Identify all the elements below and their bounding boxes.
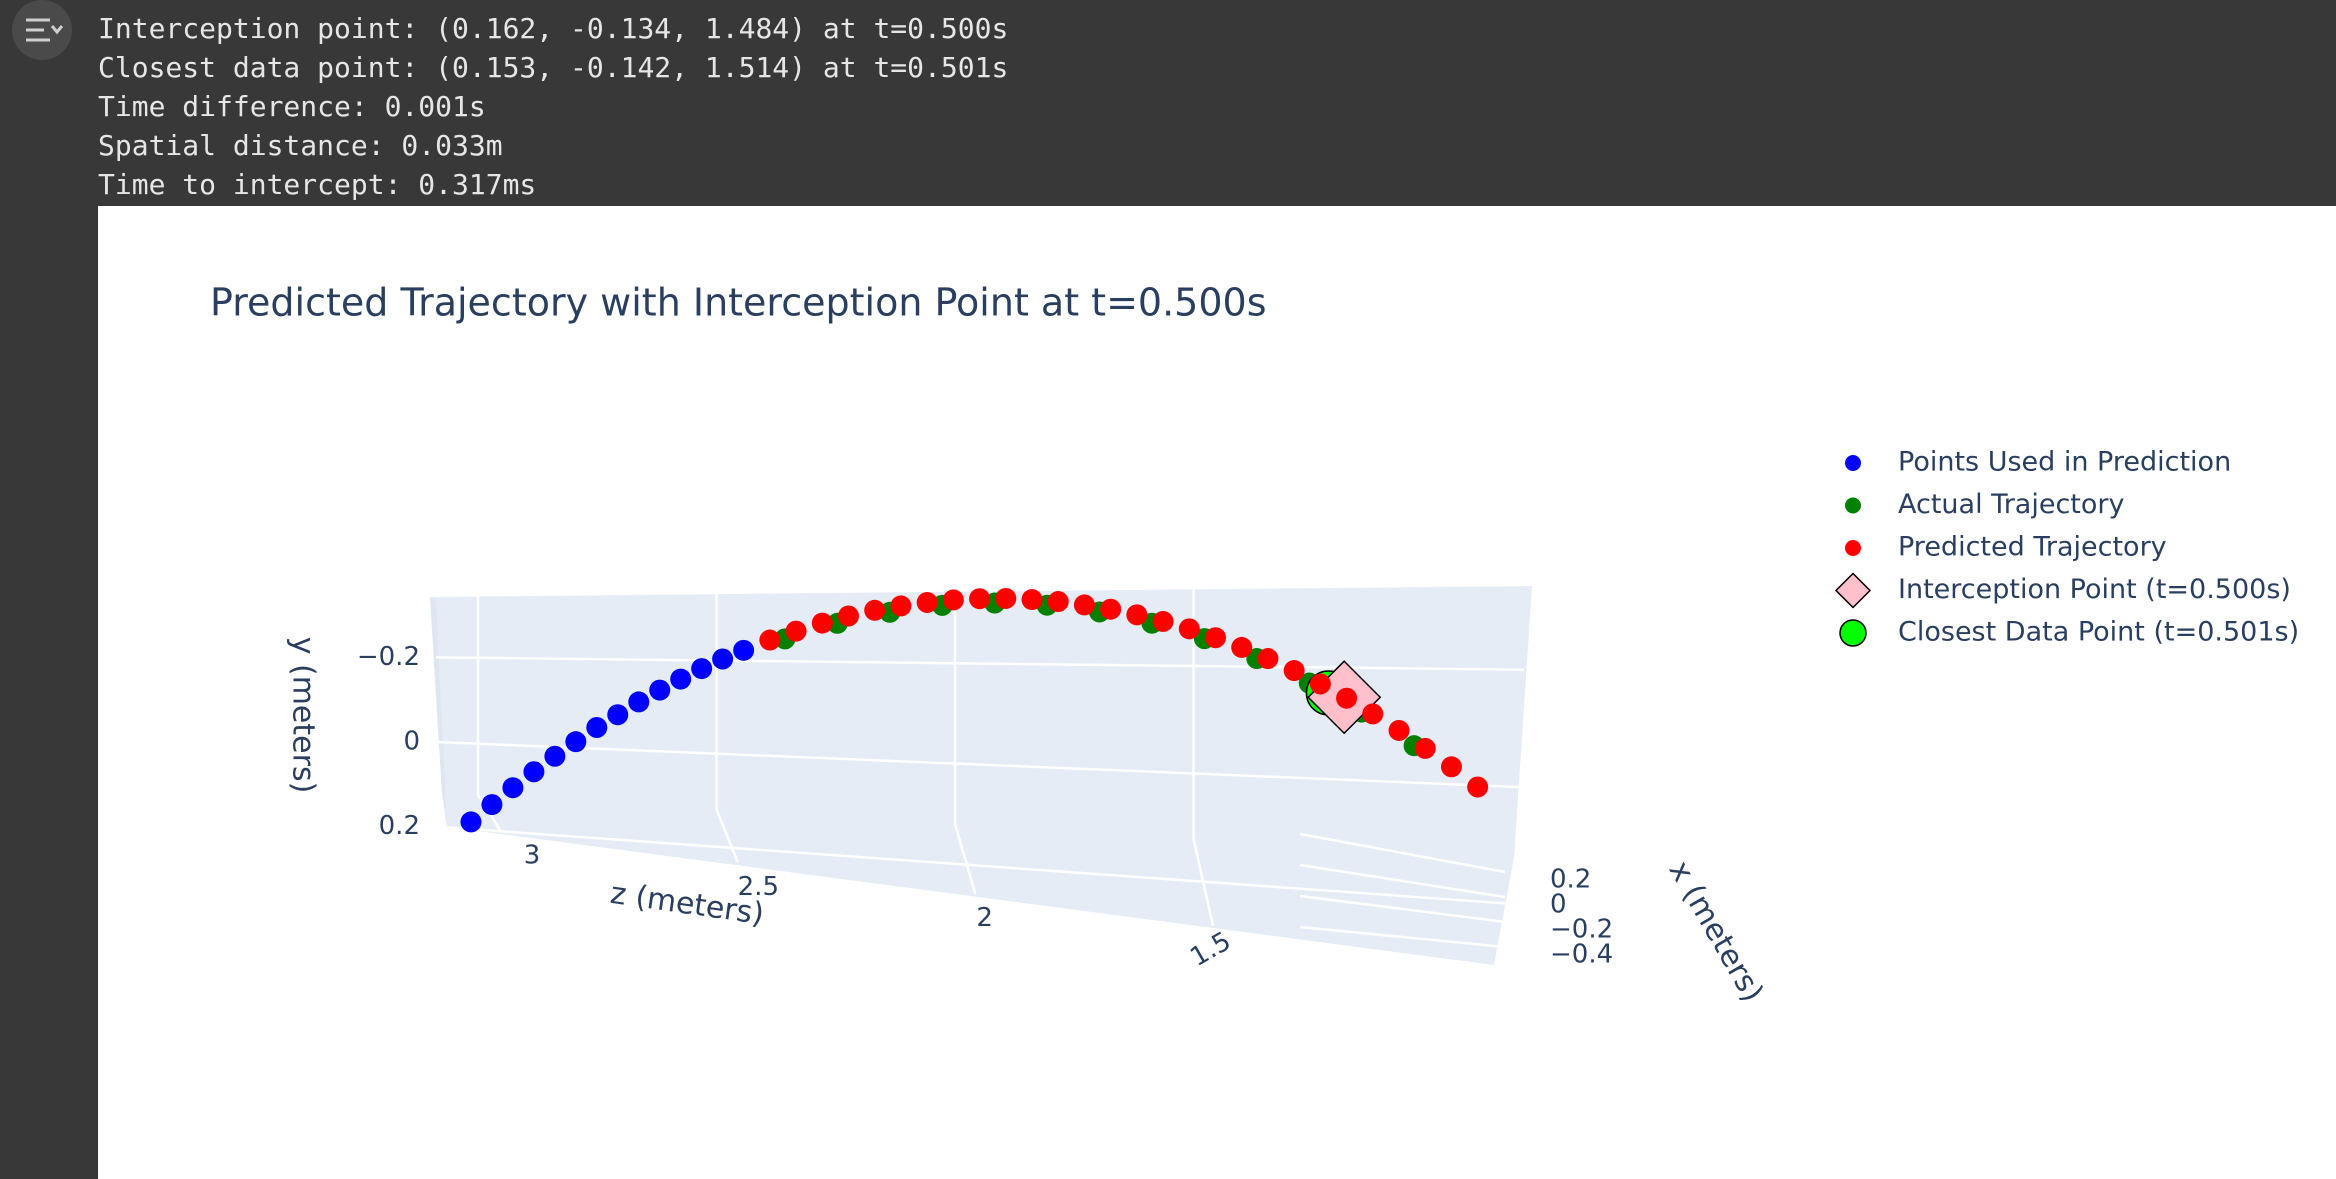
output-line: Closest data point: (0.153, -0.142, 1.51… [98,51,1008,84]
data-point [586,716,608,738]
legend-label[interactable]: Interception Point (t=0.500s) [1898,574,2291,605]
data-point [916,591,938,613]
data-point [565,731,587,753]
data-point [733,639,755,661]
data-point [1362,703,1384,725]
data-point [544,745,566,767]
x-tick-label: −0.4 [1550,940,1613,970]
x-tick-label: 0 [1550,890,1567,920]
data-point [607,704,629,726]
data-point [1283,660,1305,682]
data-point [1178,618,1200,640]
data-point [1100,598,1122,620]
data-point [811,612,833,634]
output-line: Time to intercept: 0.317ms [98,168,536,201]
grid-line [1299,863,1506,899]
legend-swatch [1845,455,1861,471]
data-point [1440,756,1462,778]
grid-line [1299,894,1506,924]
y-axis-title: y (meters) [286,637,321,794]
legend-swatch [1834,572,1872,609]
data-point [1336,687,1358,709]
y-tick-label: 0.2 [379,811,420,841]
chart-title: Predicted Trajectory with Interception P… [210,281,1267,325]
floor [442,793,1514,965]
data-point [628,691,650,713]
data-point [1205,627,1227,649]
legend-label[interactable]: Points Used in Prediction [1898,447,2231,478]
data-point [481,794,503,816]
x-tick-label: −0.2 [1550,915,1613,945]
data-point [670,668,692,690]
data-point [942,589,964,611]
side-wall [430,597,447,827]
z-tick-label: 2.5 [738,872,779,902]
data-point [785,620,807,642]
legend-label[interactable]: Actual Trajectory [1898,489,2125,520]
data-point [460,811,482,833]
output-line: Interception point: (0.162, -0.134, 1.48… [98,12,1008,45]
grid-line [1299,832,1506,874]
grid-line [476,596,502,831]
data-point [995,587,1017,609]
grid-line [1192,589,1215,927]
legend-label[interactable]: Closest Data Point (t=0.501s) [1898,617,2299,648]
grid-line [435,825,1525,906]
data-point [1414,737,1436,759]
grid-line [953,591,977,895]
data-point [1388,719,1410,741]
data-point [1152,610,1174,632]
data-point [1073,594,1095,616]
data-point [837,605,859,627]
legend-swatch [1845,497,1861,514]
data-point [691,658,713,680]
data-point [1467,776,1489,798]
data-point [1021,589,1043,611]
grid-line [435,740,1525,789]
marks [460,587,1489,833]
z-tick-label: 2 [976,903,993,933]
grid-line [1299,925,1506,949]
data-point [649,679,671,701]
grid: −0.200.232.521.50.20−0.2−0.4 [357,589,1613,973]
data-point [502,777,524,799]
legend-label[interactable]: Predicted Trajectory [1898,532,2167,563]
data-point [1231,636,1253,658]
legend-swatch [1845,540,1861,556]
output-line: Spatial distance: 0.033m [98,129,503,162]
data-point [1257,648,1279,670]
data-point [1126,604,1148,626]
data-point [864,599,886,621]
data-point [759,629,781,651]
legend: Points Used in Prediction Actual Trajecto… [1834,447,2299,648]
y-tick-label: 0 [403,727,420,757]
y-tick-label: −0.2 [357,642,420,672]
legend-swatch [1839,619,1867,647]
x-tick-label: 0.2 [1550,865,1591,895]
data-point [969,588,991,610]
data-point [1309,673,1331,695]
data-point [712,648,734,670]
data-point [523,761,545,783]
z-tick-label: 3 [524,841,541,871]
output-line: Time difference: 0.001s [98,90,486,123]
data-point [1047,591,1069,613]
data-point [890,595,912,617]
output-icon [26,18,64,42]
